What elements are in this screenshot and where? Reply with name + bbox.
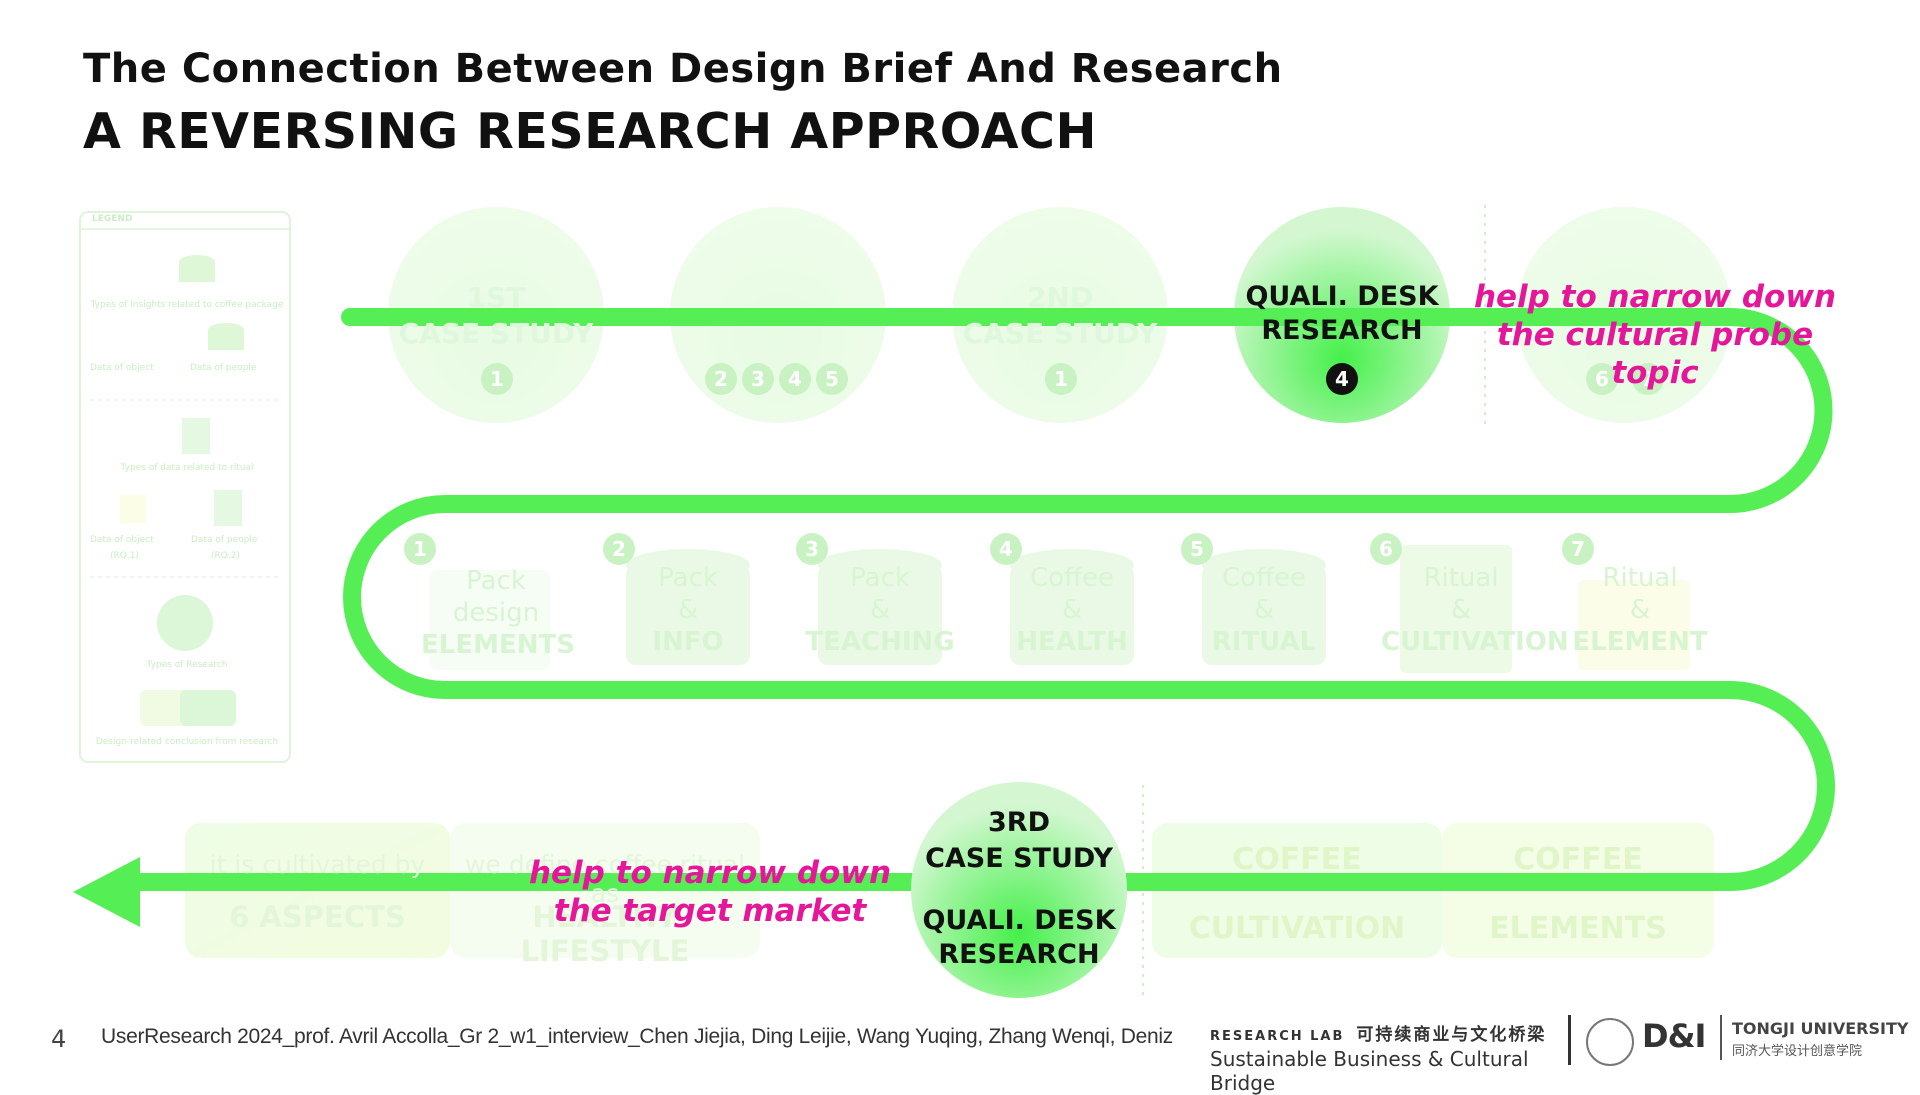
badge-7: 7 bbox=[1632, 363, 1664, 395]
box-define-coffee-ritual: we define coffee ritual as bbox=[464, 850, 746, 908]
coffee-cultivation-bottom: CULTIVATION bbox=[1188, 911, 1406, 946]
category-pack-design-elements: Pack design ELEMENTS bbox=[421, 566, 575, 660]
legend-item: Data of people bbox=[190, 363, 257, 373]
category-coffee-ritual: Coffee & RITUAL bbox=[1211, 563, 1317, 657]
legend-item: Design-related conclusion from research bbox=[95, 737, 279, 747]
university-seal-icon bbox=[1586, 1018, 1634, 1066]
badge-1: 1 bbox=[481, 363, 513, 395]
annotation-target-market: help to narrow down the target market bbox=[528, 855, 892, 929]
legend-item: Types of insights related to coffee pack… bbox=[90, 300, 284, 310]
tongji-logo: TONGJI UNIVERSITY 同济大学设计创意学院 bbox=[1732, 1019, 1908, 1059]
legend-item: Data of object bbox=[90, 363, 154, 373]
circle-label-3rd-case-study: 3RD CASE STUDY bbox=[925, 807, 1113, 874]
legend-item: Data of object bbox=[90, 535, 154, 545]
badge-6: 6 bbox=[1586, 363, 1618, 395]
lab-cn: 可持续商业与文化桥梁 bbox=[1356, 1025, 1547, 1045]
box-6-aspects: 6 ASPECTS bbox=[229, 900, 406, 934]
page-title: The Connection Between Design Brief And … bbox=[83, 46, 1283, 92]
circle-label-quali-desk-research: QUALI. DESK RESEARCH bbox=[922, 905, 1116, 970]
annotation-cultural-probe: help to narrow down the cultural probe to… bbox=[1473, 279, 1837, 391]
legend-item: Data of people bbox=[191, 535, 258, 545]
badge-2: 2 bbox=[705, 363, 737, 395]
page-subtitle: A REVERSING RESEARCH APPROACH bbox=[83, 103, 1097, 160]
category-number: 6 bbox=[1370, 533, 1402, 565]
legend-item: (RQ.1) bbox=[110, 551, 139, 561]
page-number: 4 bbox=[51, 1025, 67, 1053]
box-cultivated-by: it is cultivated by bbox=[209, 850, 426, 879]
badge-1: 1 bbox=[1045, 363, 1077, 395]
lab-en: Sustainable Business & Cultural Bridge bbox=[1210, 1047, 1529, 1095]
category-ritual-cultivation: Ritual & CULTIVATION bbox=[1381, 563, 1569, 657]
category-pack-teaching: Pack & TEACHING bbox=[805, 563, 955, 657]
category-coffee-health: Coffee & HEALTH bbox=[1016, 563, 1128, 657]
badge-4: 4 bbox=[779, 363, 811, 395]
coffee-elements-bottom: ELEMENTS bbox=[1489, 911, 1667, 946]
box-healthy-lifestyle: HEALTHY LIFESTYLE bbox=[520, 900, 690, 968]
circle-label: QUALI. DESK RESEARCH bbox=[1245, 281, 1439, 346]
flow-arrow-head bbox=[73, 857, 140, 927]
category-number: 1 bbox=[404, 533, 436, 565]
badge-4: 4 bbox=[1326, 363, 1358, 395]
coffee-elements-top: COFFEE bbox=[1513, 842, 1643, 877]
category-number: 5 bbox=[1181, 533, 1213, 565]
category-number: 3 bbox=[796, 533, 828, 565]
coffee-cultivation-top: COFFEE bbox=[1232, 842, 1362, 877]
uni-cn: 同济大学设计创意学院 bbox=[1732, 1044, 1863, 1059]
legend-title: LEGEND bbox=[92, 214, 133, 224]
circle-label: 2ND CASE STUDY bbox=[962, 281, 1158, 350]
legend-frame bbox=[79, 211, 291, 763]
flow-path bbox=[121, 308, 1835, 891]
badge-5: 5 bbox=[816, 363, 848, 395]
category-ritual-element: Ritual & ELEMENT bbox=[1572, 563, 1708, 657]
category-number: 4 bbox=[990, 533, 1022, 565]
footer-divider bbox=[1568, 1015, 1571, 1065]
category-number: 7 bbox=[1562, 533, 1594, 565]
lab-label: RESEARCH LAB bbox=[1210, 1029, 1345, 1044]
footer-divider bbox=[1720, 1015, 1722, 1060]
legend-item: Types of Research bbox=[146, 660, 228, 670]
uni-en: TONGJI UNIVERSITY bbox=[1732, 1019, 1909, 1038]
legend-item: (RQ.2) bbox=[211, 551, 240, 561]
category-number: 2 bbox=[603, 533, 635, 565]
di-logo: D&I bbox=[1642, 1017, 1706, 1055]
circle-label: 1ST CASE STUDY bbox=[398, 281, 594, 350]
badge-3: 3 bbox=[742, 363, 774, 395]
research-lab-logo: RESEARCH LAB 可持续商业与文化桥梁 Sustainable Busi… bbox=[1210, 1020, 1570, 1095]
footer-credits: UserResearch 2024_prof. Avril Accolla_Gr… bbox=[101, 1025, 1173, 1048]
category-pack-info: Pack & INFO bbox=[652, 563, 724, 657]
legend-item: Types of data related to ritual bbox=[120, 463, 254, 473]
circle-3rd-case-study bbox=[911, 782, 1127, 998]
